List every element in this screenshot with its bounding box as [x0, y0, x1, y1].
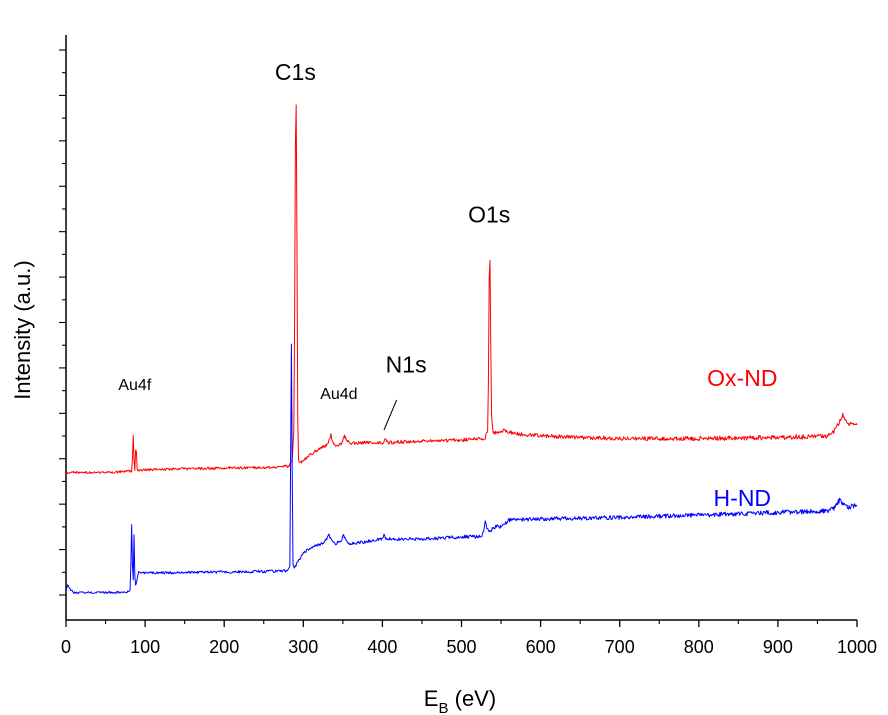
axes — [65, 35, 857, 621]
x-tick-label: 100 — [130, 637, 160, 657]
x-axis-label-subscript: B — [438, 700, 448, 715]
x-ticks: 0 100 200 300 400 500 600 700 800 900 1000 — [61, 620, 877, 657]
x-tick-label: 900 — [763, 637, 793, 657]
series-layer — [65, 104, 858, 594]
x-tick-label: 200 — [209, 637, 239, 657]
x-axis-label-main: E — [424, 686, 439, 711]
y-axis-label: Intensity (a.u.) — [10, 260, 35, 399]
x-axis-label: EB (eV) — [424, 686, 496, 715]
peak-label-h-nd: H-ND — [714, 485, 772, 511]
x-tick-label: 1000 — [837, 637, 877, 657]
series-line-h-nd — [65, 343, 858, 594]
peak-label-n1s: N1s — [386, 352, 427, 378]
x-axis-label-unit: (eV) — [449, 686, 497, 711]
x-tick-label: 500 — [446, 637, 476, 657]
x-tick-label: 600 — [526, 637, 556, 657]
peak-label-c1s: C1s — [275, 59, 316, 85]
annotation-layer: C1s O1s N1s Au4f Au4d Ox-ND H-ND — [118, 59, 777, 511]
peak-label-au4d: Au4d — [320, 386, 357, 403]
peak-label-au4f: Au4f — [118, 377, 151, 394]
peak-label-o1s: O1s — [468, 202, 510, 228]
x-tick-label: 800 — [684, 637, 714, 657]
y-ticks — [59, 49, 66, 596]
series-line-ox-nd — [65, 104, 858, 474]
x-tick-label: 400 — [367, 637, 397, 657]
peak-label-ox-nd: Ox-ND — [707, 365, 777, 391]
x-tick-label: 300 — [288, 637, 318, 657]
n1s-pointer-line — [383, 399, 398, 431]
x-tick-label: 700 — [605, 637, 635, 657]
x-tick-label: 0 — [61, 637, 71, 657]
